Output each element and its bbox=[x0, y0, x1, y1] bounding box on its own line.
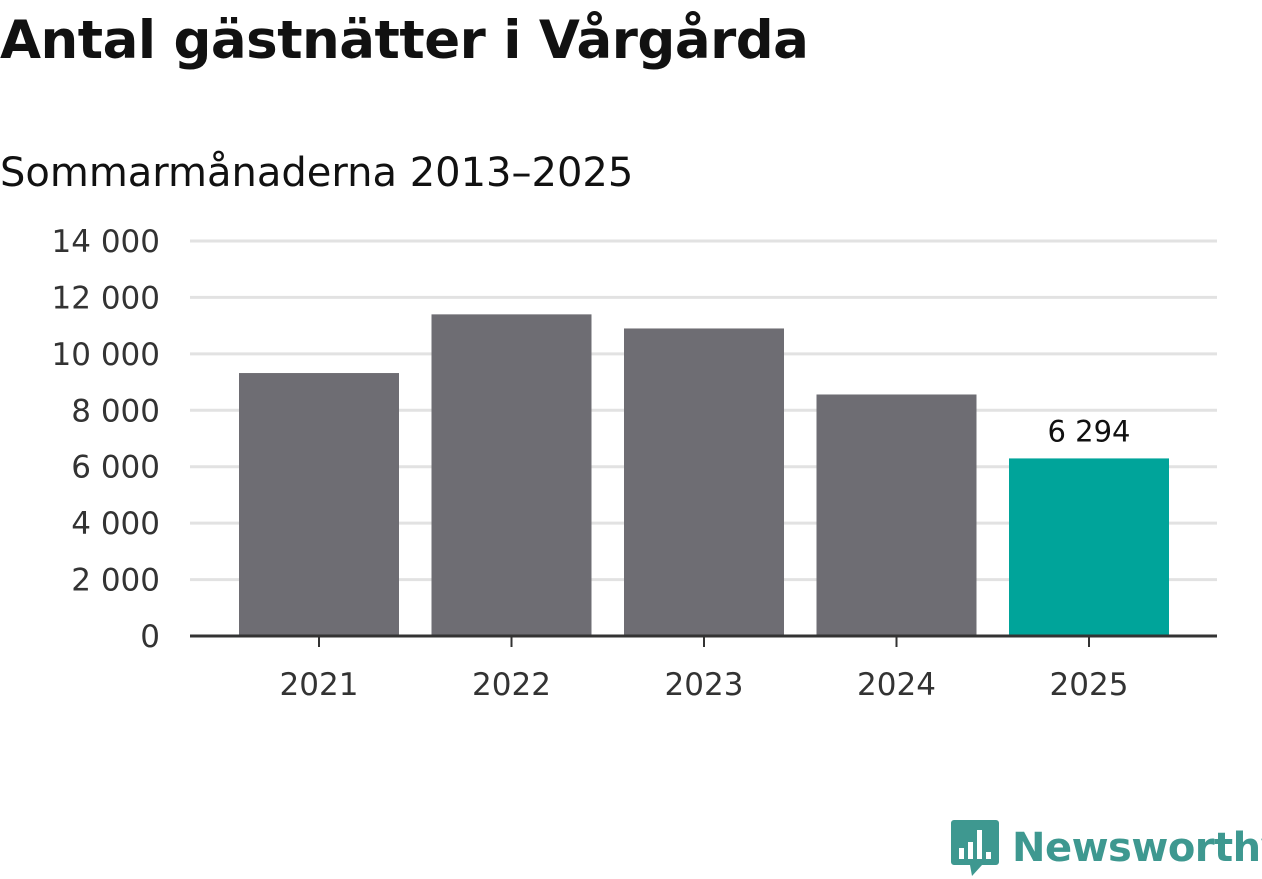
y-tick-label: 10 000 bbox=[52, 337, 160, 373]
x-tick-label: 2024 bbox=[857, 667, 936, 703]
x-tick-label: 2025 bbox=[1050, 667, 1129, 703]
bar-2024 bbox=[816, 394, 977, 636]
x-axis-tick-labels: 2021 2022 2023 2024 2025 bbox=[280, 667, 1129, 703]
bar-2022 bbox=[431, 314, 592, 636]
newsworthy-chart-bubble-icon bbox=[951, 820, 999, 876]
data-labels: 6 294 bbox=[1044, 411, 1133, 451]
y-tick-label: 8 000 bbox=[71, 393, 160, 429]
y-tick-label: 14 000 bbox=[52, 224, 160, 260]
y-tick-label: 4 000 bbox=[71, 506, 160, 542]
brand-name: Newsworthy bbox=[1012, 825, 1262, 871]
x-axis bbox=[190, 634, 1217, 647]
bar-2021 bbox=[239, 373, 399, 636]
y-tick-label: 0 bbox=[140, 619, 160, 655]
x-tick-label: 2023 bbox=[665, 667, 744, 703]
bars bbox=[239, 314, 1169, 636]
y-tick-label: 12 000 bbox=[52, 280, 160, 316]
chart-subtitle: Sommarmånaderna 2013–2025 bbox=[0, 150, 634, 196]
x-tick-label: 2021 bbox=[280, 667, 359, 703]
y-tick-label: 6 000 bbox=[71, 450, 160, 486]
y-axis-tick-labels: 0 2 000 4 000 6 000 8 000 10 000 12 000 14 000 bbox=[52, 224, 160, 655]
chart-title: Antal gästnätter i Vårgårda bbox=[0, 10, 809, 71]
bar-2023 bbox=[624, 328, 784, 636]
bar-2025 bbox=[1009, 458, 1169, 636]
y-tick-label: 2 000 bbox=[71, 563, 160, 599]
data-label: 6 294 bbox=[1047, 414, 1130, 448]
x-tick-label: 2022 bbox=[472, 667, 551, 703]
newsworthy-brand: Newsworthy bbox=[950, 818, 1262, 878]
